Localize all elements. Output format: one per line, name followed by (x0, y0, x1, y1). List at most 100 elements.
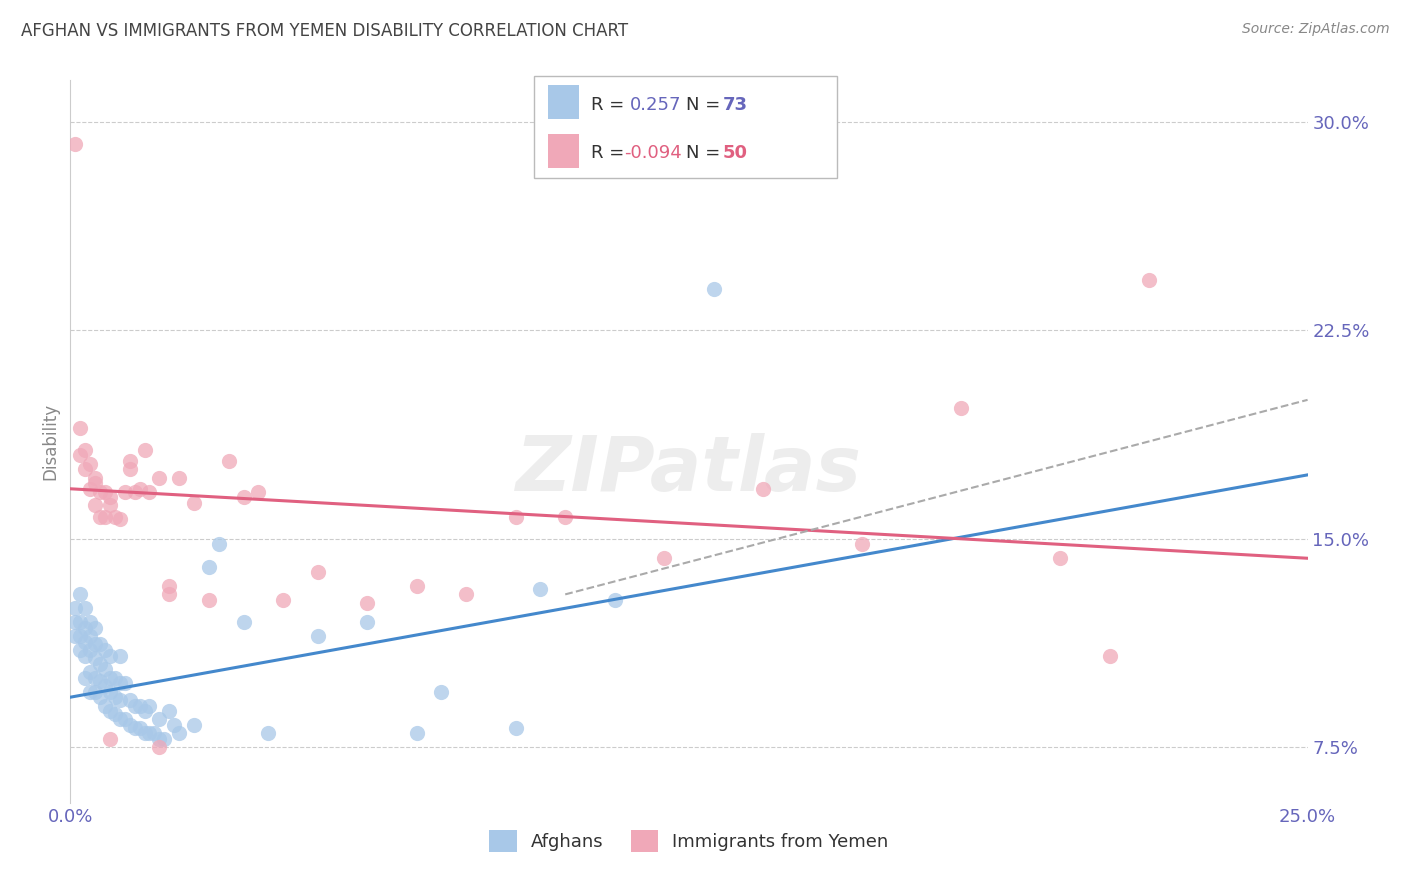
Point (75, 462, 97, 476)
Point (157, 587, 180, 601)
Point (69, 449, 91, 463)
Point (652, 551, 675, 566)
Point (69, 643, 91, 657)
Text: R =: R = (591, 144, 630, 161)
Point (108, 648, 131, 663)
Point (89, 657, 111, 671)
Point (89, 637, 111, 651)
Text: N =: N = (686, 144, 725, 161)
Point (65, 137, 87, 152)
Point (157, 704, 180, 718)
Point (554, 509, 576, 524)
Point (183, 718, 205, 732)
Point (108, 693, 131, 707)
Point (138, 726, 160, 740)
Point (75, 442, 97, 457)
Point (851, 537, 873, 551)
Point (84, 684, 107, 698)
Point (257, 726, 280, 740)
Point (94, 509, 117, 524)
Point (124, 721, 146, 735)
Point (98, 499, 121, 513)
Point (1049, 551, 1071, 566)
Point (157, 579, 180, 593)
Point (118, 454, 141, 468)
Point (98, 671, 121, 685)
Point (1137, 273, 1160, 287)
Point (148, 740, 170, 755)
Point (148, 713, 170, 727)
Point (148, 471, 170, 485)
Point (208, 537, 231, 551)
Point (79, 615, 101, 630)
Point (89, 484, 111, 499)
Point (84, 621, 107, 635)
Point (134, 704, 156, 718)
Point (84, 471, 107, 485)
Point (529, 582, 551, 596)
Point (505, 721, 527, 735)
Point (232, 490, 254, 504)
Point (98, 490, 121, 504)
Point (118, 462, 141, 476)
Point (69, 629, 91, 643)
Point (79, 684, 101, 698)
Point (108, 713, 131, 727)
Point (247, 484, 270, 499)
Point (94, 662, 117, 676)
Point (356, 596, 378, 610)
Point (104, 671, 127, 685)
Point (138, 484, 160, 499)
Point (356, 615, 378, 630)
Point (505, 509, 527, 524)
Point (108, 676, 131, 690)
Point (69, 615, 91, 630)
Point (79, 482, 101, 496)
Point (94, 679, 117, 693)
Point (79, 643, 101, 657)
Text: 50: 50 (723, 144, 748, 161)
Point (114, 484, 136, 499)
Point (124, 484, 146, 499)
Point (118, 693, 141, 707)
Point (183, 496, 205, 510)
Point (75, 621, 97, 635)
Point (128, 698, 150, 713)
Point (198, 559, 221, 574)
Point (89, 673, 111, 688)
Point (98, 704, 121, 718)
Point (94, 643, 117, 657)
Point (94, 698, 117, 713)
Point (950, 401, 973, 416)
Point (134, 442, 156, 457)
Point (232, 615, 254, 630)
Point (84, 671, 107, 685)
Point (89, 509, 111, 524)
Point (198, 593, 221, 607)
Point (79, 629, 101, 643)
Point (405, 579, 427, 593)
Point (271, 593, 294, 607)
Point (84, 499, 107, 513)
Point (84, 651, 107, 665)
Point (65, 615, 87, 630)
Point (128, 721, 150, 735)
Point (167, 726, 190, 740)
Point (118, 718, 141, 732)
Point (153, 731, 176, 746)
Legend: Afghans, Immigrants from Yemen: Afghans, Immigrants from Yemen (482, 822, 896, 859)
Point (98, 648, 121, 663)
Text: ZIPatlas: ZIPatlas (516, 434, 862, 508)
Point (128, 482, 150, 496)
Point (94, 484, 117, 499)
Point (79, 457, 101, 471)
Point (1098, 648, 1121, 663)
Point (69, 420, 91, 434)
Text: Source: ZipAtlas.com: Source: ZipAtlas.com (1241, 22, 1389, 37)
Point (138, 698, 160, 713)
Point (307, 629, 329, 643)
Y-axis label: Disability: Disability (41, 403, 59, 480)
Point (124, 698, 146, 713)
Point (114, 713, 136, 727)
Point (143, 726, 166, 740)
